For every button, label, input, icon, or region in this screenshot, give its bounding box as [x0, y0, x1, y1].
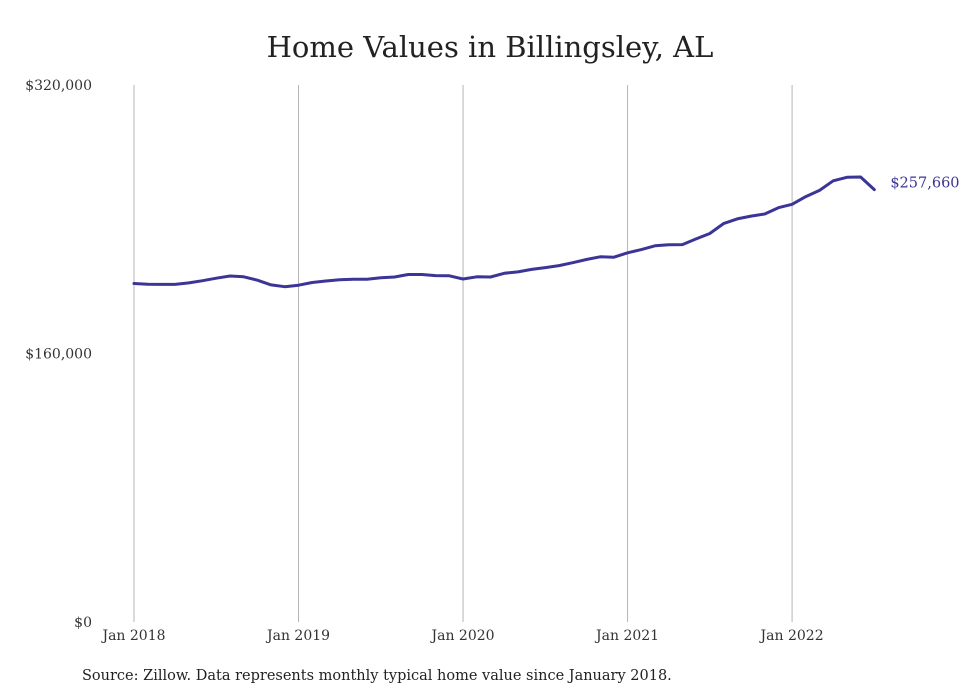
- x-tick-label: Jan 2018: [100, 628, 165, 644]
- series-layer: $257,660: [132, 175, 960, 289]
- chart-title: Home Values in Billingsley, AL: [266, 30, 714, 64]
- vertical-gridlines: [133, 85, 793, 622]
- source-note: Source: Zillow. Data represents monthly …: [82, 668, 672, 684]
- end-value-label: $257,660: [890, 176, 959, 192]
- series-line: [132, 175, 876, 289]
- y-axis-ticks: $0 $160,000 $320,000: [25, 78, 92, 631]
- x-tick-label: Jan 2021: [594, 628, 659, 644]
- y-tick-label: $0: [74, 615, 92, 631]
- x-tick-label: Jan 2022: [759, 628, 824, 644]
- x-tick-label: Jan 2019: [265, 628, 330, 644]
- y-tick-label: $320,000: [25, 78, 92, 94]
- x-axis-ticks: Jan 2018 Jan 2019 Jan 2020 Jan 2021 Jan 2022: [100, 628, 823, 644]
- y-tick-label: $160,000: [25, 347, 92, 363]
- x-tick-label: Jan 2020: [430, 628, 495, 644]
